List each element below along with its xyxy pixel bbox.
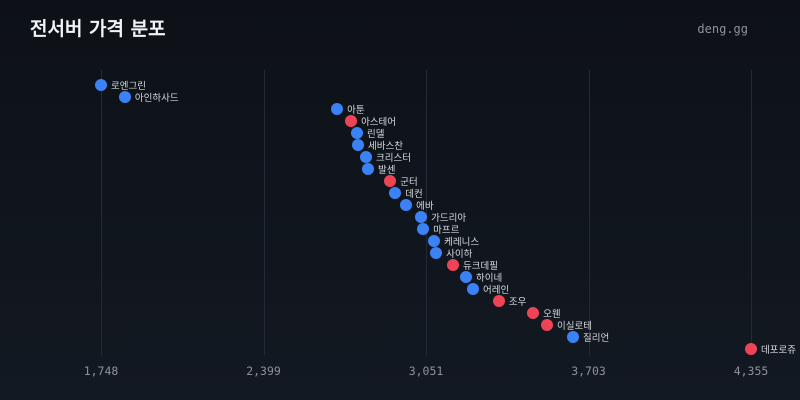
data-point[interactable]: 아인하사드 [118, 91, 179, 104]
gridline [588, 70, 590, 355]
point-label: 하이네 [476, 273, 503, 284]
point-marker-icon [492, 295, 505, 307]
point-marker-icon [345, 115, 358, 127]
data-point[interactable]: 군터 [384, 175, 418, 188]
point-label: 데컨 [405, 189, 423, 200]
data-point[interactable]: 조우 [492, 295, 527, 308]
point-marker-icon [95, 79, 107, 91]
chart-title: 전서버 가격 분포 [30, 18, 166, 40]
gridline [101, 70, 102, 355]
data-point[interactable]: 아툰 [331, 103, 365, 116]
point-label: 듀크데필 [463, 261, 499, 272]
point-marker-icon [745, 343, 757, 355]
point-label: 에바 [416, 201, 434, 212]
point-marker-icon [466, 283, 479, 295]
gridline [751, 70, 752, 355]
data-point[interactable]: 마프르 [417, 223, 460, 236]
data-point[interactable]: 데컨 [389, 187, 423, 200]
point-marker-icon [384, 175, 397, 187]
x-tick-label: 3,703 [571, 364, 606, 378]
point-label: 린델 [367, 129, 385, 140]
data-point[interactable]: 케레니스 [428, 235, 480, 248]
point-marker-icon [430, 247, 443, 259]
point-marker-icon [118, 91, 131, 103]
point-marker-icon [331, 103, 344, 115]
point-label: 질리언 [582, 333, 610, 344]
data-point[interactable]: 듀크데필 [447, 259, 499, 272]
point-label: 아스테어 [361, 117, 397, 128]
data-point[interactable]: 데포로쥬 [745, 343, 796, 356]
point-marker-icon [400, 199, 413, 211]
data-point[interactable]: 로엔그린 [95, 79, 146, 92]
point-marker-icon [460, 271, 473, 283]
data-point[interactable]: 린델 [351, 127, 385, 140]
point-marker-icon [362, 163, 375, 175]
point-marker-icon [447, 259, 460, 271]
point-label: 어레인 [482, 285, 510, 296]
data-point[interactable]: 하이네 [460, 271, 503, 284]
x-tick-label: 2,399 [246, 364, 281, 378]
data-point[interactable]: 어레인 [466, 283, 510, 296]
x-tick-label: 1,748 [83, 364, 119, 378]
point-label: 오웬 [543, 309, 561, 320]
point-marker-icon [417, 223, 430, 235]
point-label: 가드리아 [431, 213, 467, 224]
x-tick-label: 4,355 [733, 364, 769, 378]
data-point[interactable]: 사이하 [430, 247, 473, 260]
brand-logo-text: deng.gg [697, 22, 748, 36]
data-point[interactable]: 발센 [362, 163, 396, 176]
point-label: 조우 [508, 297, 527, 308]
data-point[interactable]: 세바스찬 [352, 139, 404, 152]
point-label: 크리스터 [376, 153, 411, 164]
point-label: 데포로쥬 [761, 345, 796, 356]
point-marker-icon [566, 331, 579, 343]
point-label: 마프르 [433, 225, 460, 236]
point-marker-icon [527, 307, 540, 319]
point-marker-icon [541, 319, 554, 331]
point-marker-icon [428, 235, 441, 247]
data-point[interactable]: 크리스터 [360, 151, 411, 164]
data-point[interactable]: 아스테어 [345, 115, 397, 128]
point-marker-icon [415, 211, 428, 223]
point-marker-icon [351, 127, 364, 139]
point-label: 아툰 [347, 105, 365, 116]
x-tick-label: 3,051 [408, 364, 444, 378]
point-marker-icon [352, 139, 365, 151]
data-point[interactable]: 질리언 [566, 331, 610, 344]
point-label: 아인하사드 [134, 93, 179, 104]
point-label: 케레니스 [444, 237, 480, 248]
point-marker-icon [360, 151, 373, 163]
point-label: 발센 [378, 165, 396, 176]
point-label: 로엔그린 [111, 81, 146, 92]
point-label: 사이하 [446, 249, 473, 260]
gridline [426, 70, 427, 355]
data-point[interactable]: 이실로테 [541, 319, 593, 332]
point-label: 군터 [400, 177, 418, 188]
data-point[interactable]: 가드리아 [415, 211, 467, 224]
data-point[interactable]: 에바 [400, 199, 434, 212]
point-label: 세바스찬 [368, 141, 404, 152]
point-label: 이실로테 [557, 321, 593, 332]
gridline [263, 70, 265, 355]
point-marker-icon [389, 187, 402, 199]
data-point[interactable]: 오웬 [527, 307, 561, 320]
